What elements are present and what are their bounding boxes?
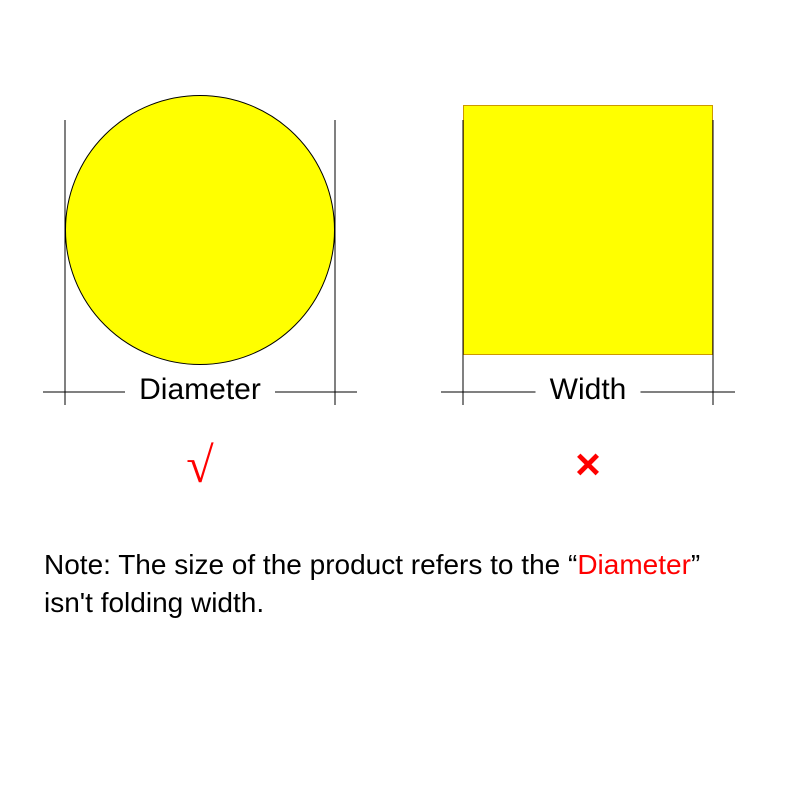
- check-icon: √: [170, 440, 230, 490]
- width-bracket: [443, 0, 733, 435]
- note-highlight: Diameter: [577, 549, 691, 580]
- diameter-label: Diameter: [139, 375, 261, 405]
- note-prefix: Note: The size of the product refers to …: [44, 549, 577, 580]
- diagram-canvas: Diameter Width √ × Note: The size of the…: [0, 0, 800, 800]
- diameter-bracket: [45, 0, 355, 435]
- note-text: Note: The size of the product refers to …: [44, 546, 756, 622]
- cross-icon: ×: [558, 443, 618, 487]
- width-label: Width: [550, 375, 627, 405]
